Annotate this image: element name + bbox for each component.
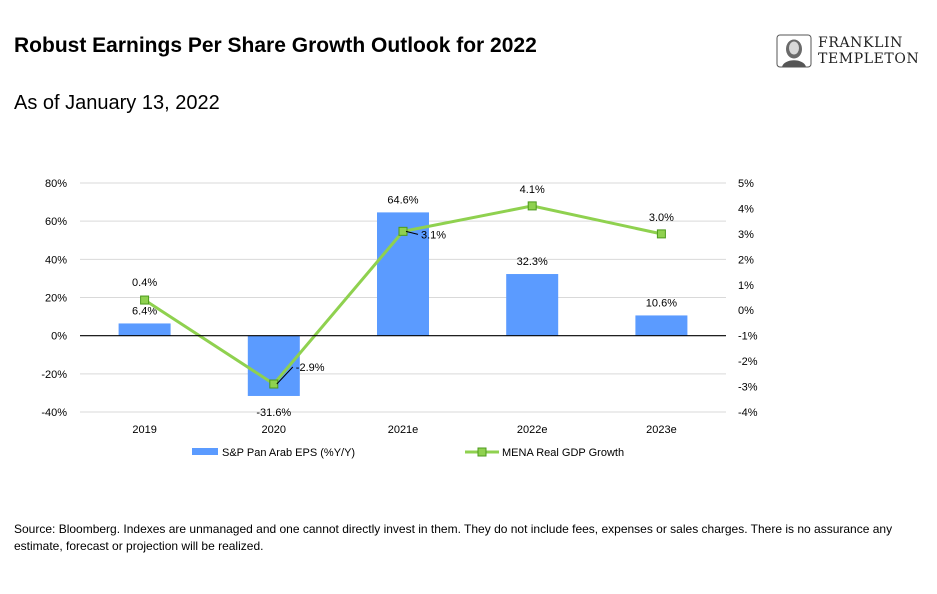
x-axis-label: 2022e <box>517 424 548 436</box>
chart: 80% 60% 40% 20% 0% -20% -40% 5% 4% 3% 2% 1% 0% -1% -2… <box>41 178 758 459</box>
gdp-data-label: 3.0% <box>649 212 674 224</box>
gdp-label-leader <box>405 230 419 235</box>
legend: S&P Pan Arab EPS (%Y/Y) MENA Real GDP Gro… <box>192 447 624 459</box>
left-axis-tick-label: 0% <box>51 331 67 343</box>
right-axis-tick-label: 0% <box>738 305 754 317</box>
franklin-templeton-logo: FRANKLIN TEMPLETON <box>776 34 926 70</box>
logo-text-franklin: FRANKLIN <box>818 35 903 51</box>
x-axis-label: 2019 <box>132 424 156 436</box>
bar-data-label: 32.3% <box>517 256 548 268</box>
left-axis-tick-label: -40% <box>41 407 67 419</box>
right-axis-tick-label: 2% <box>738 254 754 266</box>
right-axis-tick-label: -4% <box>738 407 758 419</box>
x-axis-label: 2020 <box>262 424 286 436</box>
bar <box>635 315 688 336</box>
bar-data-label: -31.6% <box>256 407 291 419</box>
chart-subtitle: As of January 13, 2022 <box>14 92 220 114</box>
gdp-marker <box>527 201 537 211</box>
x-axis-label: 2023e <box>646 424 677 436</box>
legend-bar-label: S&P Pan Arab EPS (%Y/Y) <box>222 447 355 459</box>
right-axis-tick-label: -2% <box>738 356 758 368</box>
right-axis-tick-label: 1% <box>738 280 754 292</box>
right-axis-ticks: 5% 4% 3% 2% 1% 0% -1% -2% -3% -4% <box>738 178 758 419</box>
line-series: 0.4% -2.9% 3.1% 4.1% 3.0% <box>132 184 674 389</box>
left-axis-ticks: 80% 60% 40% 20% 0% -20% -40% <box>41 178 67 419</box>
source-note: Source: Bloomberg. Indexes are unmanaged… <box>14 522 893 553</box>
gdp-marker <box>398 226 408 236</box>
right-axis-tick-label: 3% <box>738 229 754 241</box>
bar-data-label: 10.6% <box>646 297 677 309</box>
left-axis-tick-label: 40% <box>45 254 67 266</box>
logo-text-templeton: TEMPLETON <box>818 51 920 67</box>
right-axis-tick-label: -3% <box>738 382 758 394</box>
right-axis-tick-label: -1% <box>738 331 758 343</box>
gdp-data-label: -2.9% <box>296 362 325 374</box>
legend-bar-swatch <box>192 448 218 455</box>
gdp-label-leader <box>276 366 294 385</box>
legend-line-label: MENA Real GDP Growth <box>502 447 624 459</box>
left-axis-tick-label: 20% <box>45 293 67 305</box>
bar <box>506 274 559 336</box>
x-axis-label: 2021e <box>388 424 419 436</box>
left-axis-tick-label: 80% <box>45 178 67 190</box>
x-axis-labels: 2019 2020 2021e 2022e 2023e <box>132 424 676 436</box>
gdp-data-label: 4.1% <box>520 184 545 196</box>
legend-line-marker <box>477 447 487 457</box>
bar <box>118 323 171 336</box>
bar-series: 6.4% -31.6% 64.6% 32.3% 10.6% <box>118 194 688 419</box>
franklin-portrait-icon <box>776 34 812 68</box>
left-axis-tick-label: -20% <box>41 369 67 381</box>
left-axis-tick-label: 60% <box>45 216 67 228</box>
gdp-data-label: 0.4% <box>132 277 157 289</box>
bar-data-label: 6.4% <box>132 305 157 317</box>
gdp-marker <box>269 379 279 389</box>
gdp-marker <box>140 295 150 305</box>
bar-data-label: 64.6% <box>387 194 418 206</box>
gdp-data-label: 3.1% <box>421 229 446 241</box>
right-axis-tick-label: 4% <box>738 203 754 215</box>
right-axis-tick-label: 5% <box>738 178 754 190</box>
gdp-marker <box>656 229 666 239</box>
chart-title: Robust Earnings Per Share Growth Outlook… <box>14 34 537 57</box>
